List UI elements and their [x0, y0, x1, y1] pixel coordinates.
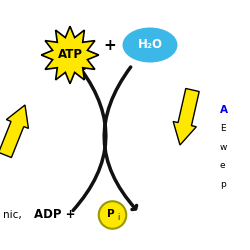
Text: +: +	[104, 38, 117, 52]
Text: H₂O: H₂O	[138, 38, 162, 52]
Polygon shape	[173, 88, 199, 145]
Text: w: w	[220, 142, 228, 152]
Text: E: E	[220, 124, 226, 133]
Text: e: e	[220, 161, 226, 170]
Ellipse shape	[122, 28, 178, 62]
Polygon shape	[0, 105, 28, 158]
Text: P: P	[108, 209, 115, 219]
Text: nic,: nic,	[2, 210, 21, 220]
Text: i: i	[118, 213, 120, 222]
Text: p: p	[220, 180, 226, 189]
Text: A: A	[220, 105, 228, 115]
Polygon shape	[41, 26, 99, 84]
Text: ADP +: ADP +	[34, 208, 76, 222]
Text: ATP: ATP	[58, 48, 82, 62]
Circle shape	[99, 201, 126, 229]
